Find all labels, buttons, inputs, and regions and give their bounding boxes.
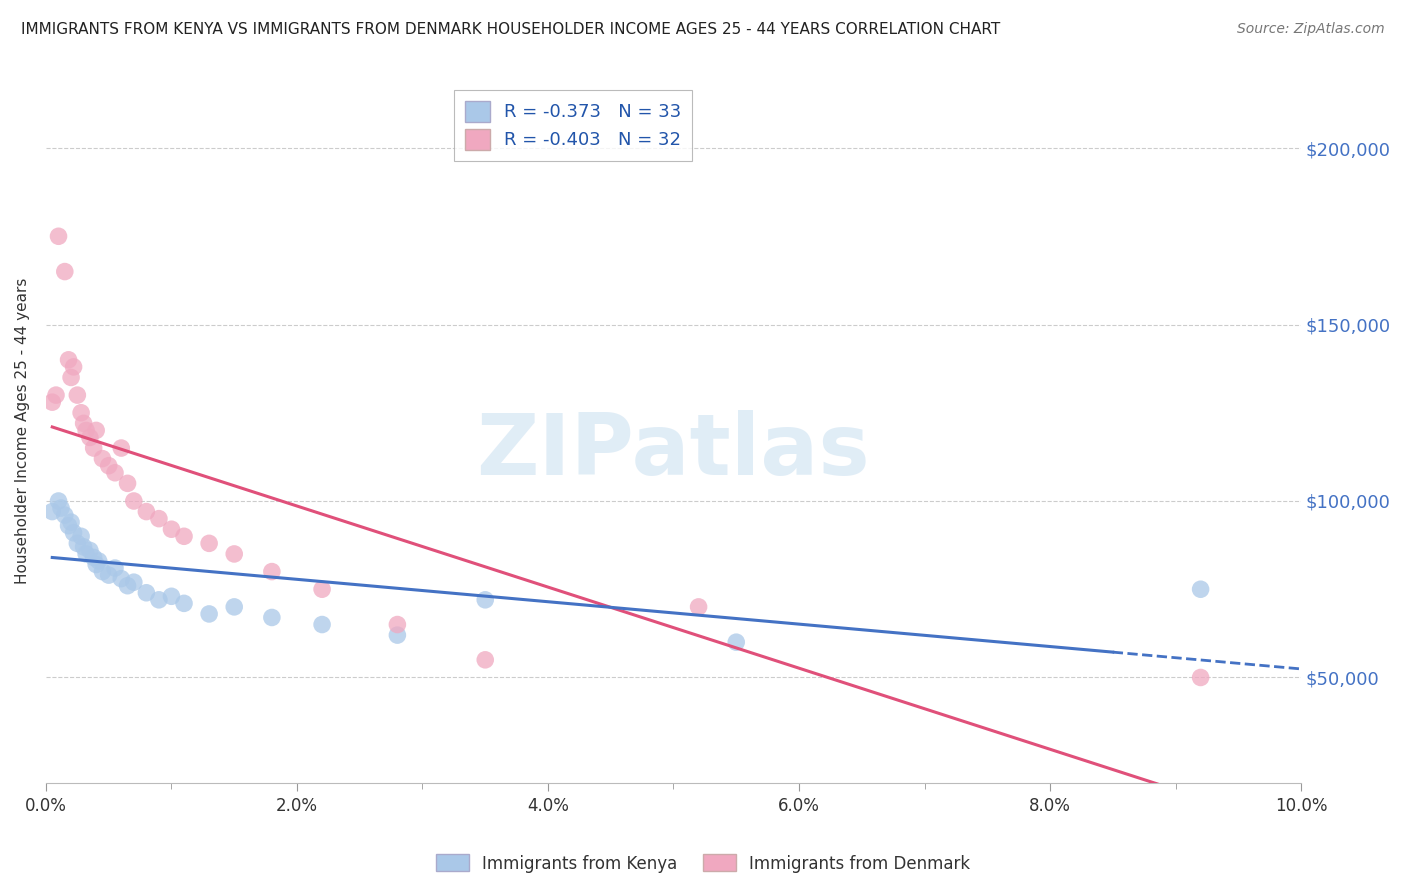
Point <box>41 395 63 409</box>
Point <box>311 617 333 632</box>
Point <box>148 592 170 607</box>
Point <box>75 424 97 438</box>
Point <box>87 554 110 568</box>
Point <box>387 617 409 632</box>
Point <box>49 501 72 516</box>
Point <box>41 505 63 519</box>
Legend: R = -0.373   N = 33, R = -0.403   N = 32: R = -0.373 N = 33, R = -0.403 N = 32 <box>454 90 692 161</box>
Point <box>260 565 283 579</box>
Point <box>72 540 94 554</box>
Point <box>66 536 89 550</box>
Point <box>53 508 76 522</box>
Point <box>66 388 89 402</box>
Point <box>1189 671 1212 685</box>
Point <box>60 370 83 384</box>
Text: IMMIGRANTS FROM KENYA VS IMMIGRANTS FROM DENMARK HOUSEHOLDER INCOME AGES 25 - 44: IMMIGRANTS FROM KENYA VS IMMIGRANTS FROM… <box>21 22 1000 37</box>
Point <box>122 494 145 508</box>
Point <box>198 536 221 550</box>
Point <box>48 229 70 244</box>
Point <box>45 388 67 402</box>
Point <box>48 494 70 508</box>
Text: ZIPatlas: ZIPatlas <box>477 410 870 493</box>
Point <box>79 543 101 558</box>
Point <box>91 565 114 579</box>
Point <box>84 424 107 438</box>
Legend: Immigrants from Kenya, Immigrants from Denmark: Immigrants from Kenya, Immigrants from D… <box>429 847 977 880</box>
Point <box>60 515 83 529</box>
Point <box>148 511 170 525</box>
Point <box>110 441 132 455</box>
Point <box>311 582 333 597</box>
Point <box>62 359 84 374</box>
Point <box>198 607 221 621</box>
Point <box>725 635 748 649</box>
Point <box>83 441 105 455</box>
Point <box>474 592 496 607</box>
Point <box>104 561 127 575</box>
Point <box>97 568 120 582</box>
Point <box>122 575 145 590</box>
Point <box>224 547 246 561</box>
Point <box>135 586 157 600</box>
Point <box>688 599 710 614</box>
Point <box>104 466 127 480</box>
Point <box>58 518 80 533</box>
Point <box>117 579 139 593</box>
Point <box>62 525 84 540</box>
Point <box>97 458 120 473</box>
Point <box>53 264 76 278</box>
Point <box>58 352 80 367</box>
Point <box>135 505 157 519</box>
Y-axis label: Householder Income Ages 25 - 44 years: Householder Income Ages 25 - 44 years <box>15 277 30 583</box>
Point <box>160 589 183 603</box>
Point <box>70 529 93 543</box>
Point <box>72 417 94 431</box>
Point <box>70 406 93 420</box>
Point <box>173 596 195 610</box>
Point <box>83 550 105 565</box>
Point <box>79 430 101 444</box>
Point <box>260 610 283 624</box>
Point <box>387 628 409 642</box>
Point <box>173 529 195 543</box>
Point <box>160 522 183 536</box>
Point <box>75 547 97 561</box>
Point <box>84 558 107 572</box>
Point <box>224 599 246 614</box>
Text: Source: ZipAtlas.com: Source: ZipAtlas.com <box>1237 22 1385 37</box>
Point <box>91 451 114 466</box>
Point <box>117 476 139 491</box>
Point <box>1189 582 1212 597</box>
Point <box>474 653 496 667</box>
Point <box>110 572 132 586</box>
